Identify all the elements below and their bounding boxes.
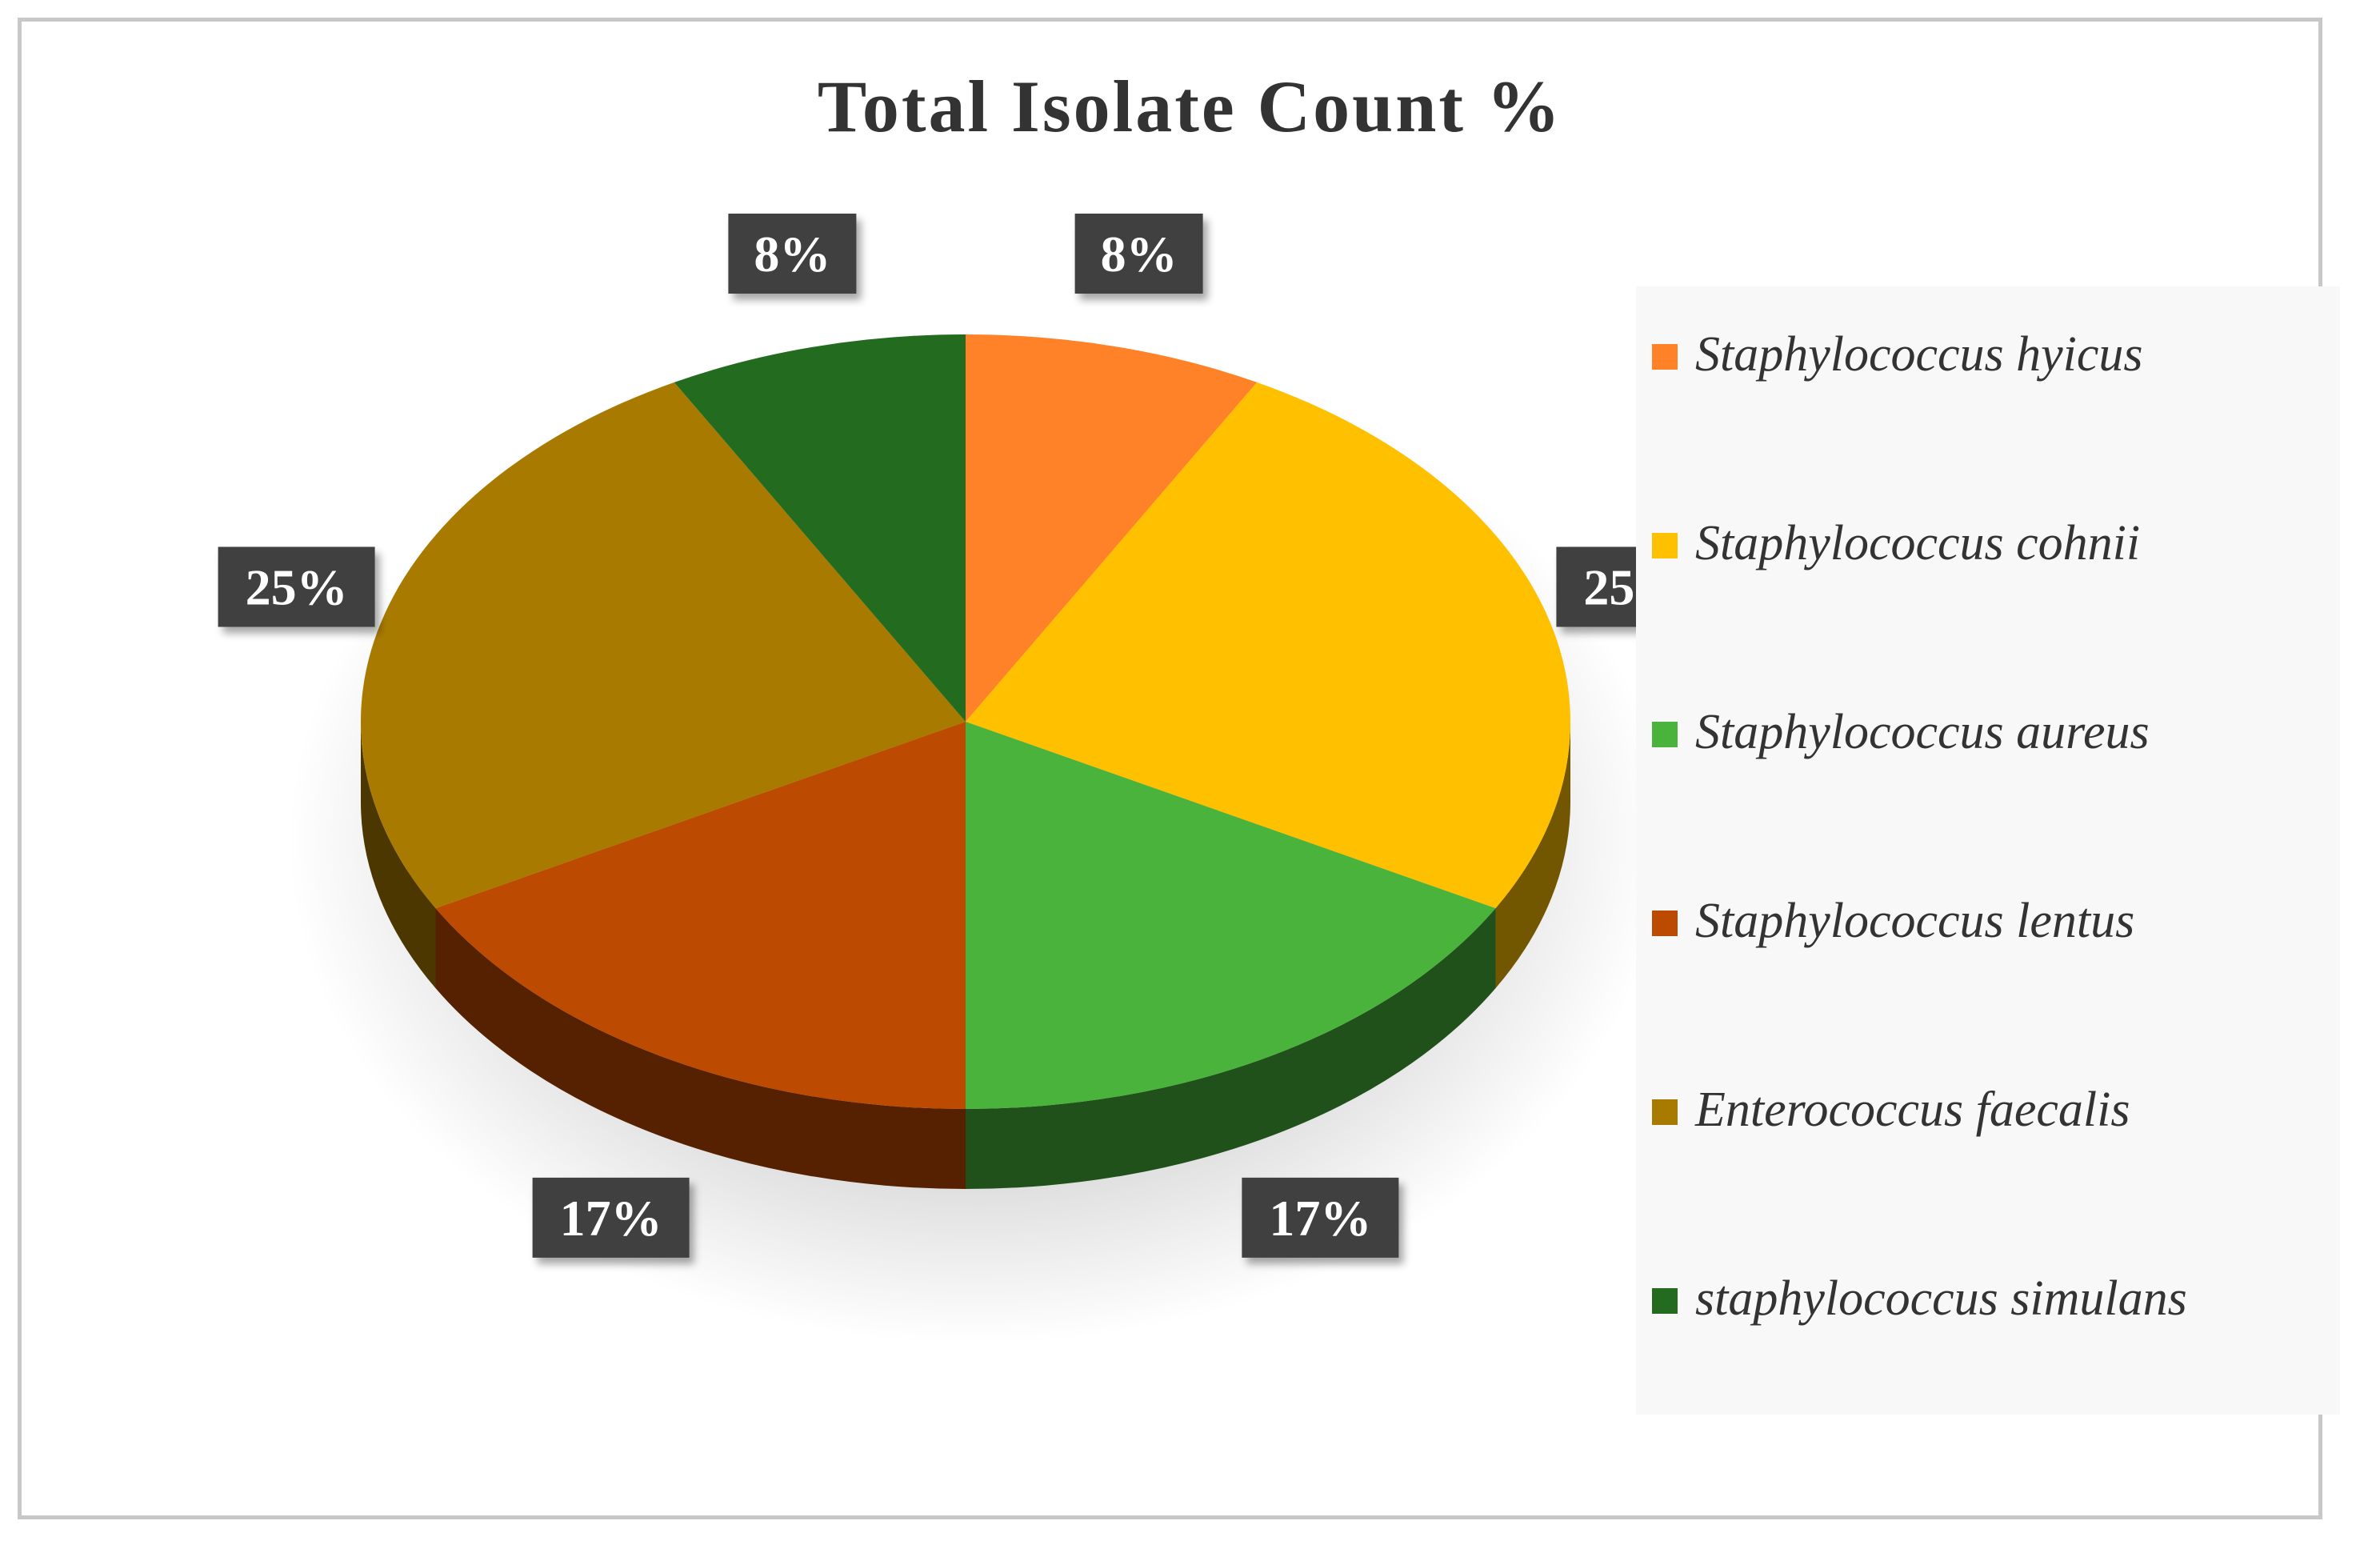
data-label-text: 25% — [246, 558, 348, 615]
legend-swatch — [1652, 344, 1678, 370]
pie-slice-staphylococcus-aureus — [966, 722, 1496, 1109]
legend: Staphylococcus hyicus Staphylococcus cohn… — [1636, 286, 2340, 1415]
legend-item-staphylococcus-simulans: staphylococcus simulans — [1636, 1271, 2340, 1459]
data-label-text: 8% — [754, 226, 830, 282]
data-label-staphylococcus-lentus: 17% — [532, 1177, 690, 1258]
legend-label: Staphylococcus lentus — [1695, 894, 2135, 948]
pie-side-staphylococcus-aureus — [966, 908, 1496, 1189]
data-label-box — [532, 1177, 690, 1258]
legend-swatch — [1652, 1288, 1678, 1314]
pie-slice-enterococcus-faecalis — [360, 382, 966, 909]
legend-label: Staphylococcus aureus — [1695, 705, 2150, 759]
legend-swatch — [1652, 1099, 1678, 1125]
legend-item-staphylococcus-hyicus: Staphylococcus hyicus — [1636, 326, 2340, 515]
pie-slice-staphylococcus-hyicus — [966, 334, 1258, 722]
pie-side-staphylococcus-cohnii — [1495, 722, 1570, 989]
pie-slice-staphylococcus-simulans — [674, 334, 966, 722]
data-label-box — [1242, 1177, 1399, 1258]
pie-side-enterococcus-faecalis — [361, 722, 436, 989]
legend-label: staphylococcus simulans — [1695, 1271, 2187, 1326]
legend-swatch — [1652, 722, 1678, 747]
legend-item-staphylococcus-lentus: Staphylococcus lentus — [1636, 893, 2340, 1082]
legend-swatch — [1652, 533, 1678, 558]
data-label-box — [218, 546, 375, 627]
data-label-staphylococcus-aureus: 17% — [1242, 1177, 1399, 1258]
legend-label: Staphylococcus cohnii — [1695, 516, 2141, 570]
data-label-box — [1074, 213, 1203, 294]
data-label-text: 17% — [560, 1190, 662, 1247]
legend-item-enterococcus-faecalis: Enterococcus faecalis — [1636, 1082, 2340, 1271]
data-label-text: 8% — [1101, 226, 1178, 282]
data-label-staphylococcus-simulans: 8% — [728, 213, 857, 294]
chart-title: Total Isolate Count % — [817, 66, 1563, 147]
legend-label: Staphylococcus hyicus — [1695, 327, 2143, 382]
data-label-text: 17% — [1269, 1190, 1371, 1247]
data-label-enterococcus-faecalis: 25% — [218, 546, 375, 627]
legend-item-staphylococcus-aureus: Staphylococcus aureus — [1636, 704, 2340, 893]
legend-swatch — [1652, 911, 1678, 936]
legend-item-staphylococcus-cohnii: Staphylococcus cohnii — [1636, 515, 2340, 704]
pie-side-staphylococcus-lentus — [435, 908, 966, 1189]
data-label-box — [728, 213, 857, 294]
pie-slice-staphylococcus-lentus — [435, 722, 966, 1109]
legend-label: Enterococcus faecalis — [1695, 1083, 2130, 1137]
data-label-staphylococcus-hyicus: 8% — [1074, 213, 1203, 294]
pie-slice-staphylococcus-cohnii — [966, 382, 1570, 909]
